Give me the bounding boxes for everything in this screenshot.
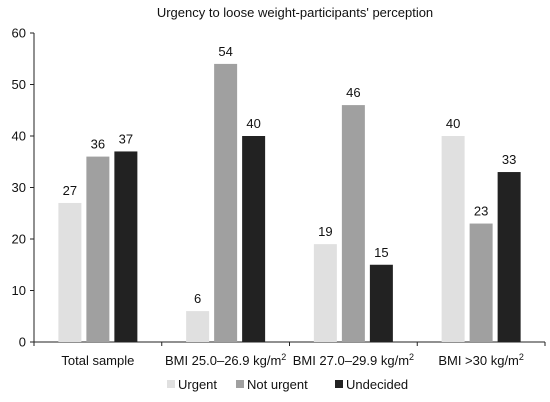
legend-label: Not urgent	[247, 377, 308, 392]
x-category-label: BMI >30 kg/m2	[438, 352, 524, 368]
data-label: 46	[346, 85, 360, 100]
x-category-label: BMI 25.0–26.9 kg/m2	[165, 352, 286, 368]
bar-urgent	[313, 244, 337, 342]
data-label: 19	[318, 224, 332, 239]
bar-not-urgent	[86, 156, 110, 342]
data-label: 27	[63, 183, 77, 198]
y-tick-label: 60	[12, 26, 26, 41]
y-tick-label: 30	[12, 180, 26, 195]
y-tick-label: 20	[12, 232, 26, 247]
bar-undecided	[242, 136, 266, 342]
data-label: 40	[446, 116, 460, 131]
x-category-label: Total sample	[61, 353, 134, 368]
data-label: 36	[91, 137, 105, 152]
y-tick-label: 50	[12, 77, 26, 92]
bar-not-urgent	[469, 223, 493, 342]
bar-urgent	[186, 311, 210, 342]
legend-label: Undecided	[346, 377, 408, 392]
y-tick-label: 0	[19, 335, 26, 350]
bars: Total sample 27 36 37 BMI 25.0–26.9 kg/m2 6 54…	[58, 44, 524, 368]
bar-undecided	[497, 172, 521, 342]
bar-urgent	[441, 136, 465, 342]
legend-label: Urgent	[178, 377, 217, 392]
legend-swatch	[167, 380, 175, 388]
bar-undecided	[114, 151, 138, 342]
legend-swatch	[236, 380, 244, 388]
data-label: 6	[194, 291, 201, 306]
chart-title: Urgency to loose weight-participants' pe…	[157, 5, 433, 20]
bar-not-urgent	[214, 63, 238, 343]
data-label: 23	[474, 204, 488, 219]
x-category-label: BMI 27.0–29.9 kg/m2	[293, 352, 414, 368]
legend-swatch	[335, 380, 343, 388]
data-label: 33	[502, 152, 516, 167]
legend: Urgent Not urgent Undecided	[167, 377, 408, 392]
y-tick-label: 10	[12, 283, 26, 298]
y-tick-label: 40	[12, 129, 26, 144]
data-label: 15	[374, 245, 388, 260]
bar-not-urgent	[341, 105, 365, 342]
data-label: 54	[218, 44, 232, 59]
data-label: 40	[246, 116, 260, 131]
data-label: 37	[119, 131, 133, 146]
bar-undecided	[369, 264, 393, 342]
bar-urgent	[58, 202, 82, 342]
